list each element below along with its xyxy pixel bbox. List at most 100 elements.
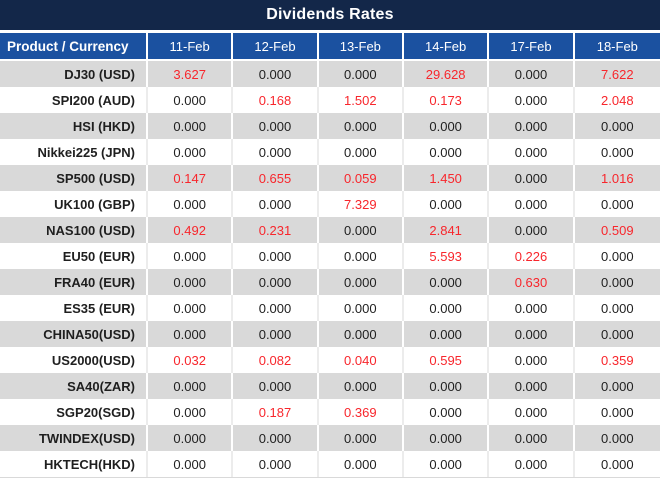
header-row: Product / Currency 11-Feb 12-Feb 13-Feb 14-… [0,33,660,61]
value-cell: 0.000 [489,191,575,217]
value-cell: 0.000 [318,269,404,295]
value-cell: 0.492 [148,217,234,243]
value-cell: 0.000 [318,61,404,87]
value-cell: 0.000 [318,243,404,269]
product-cell: CHINA50(USD) [0,321,148,347]
table-row: FRA40 (EUR) 0.000 0.000 0.000 0.000 0.630 0.00… [0,269,660,295]
product-cell: SP500 (USD) [0,165,148,191]
value-cell: 0.000 [233,269,319,295]
value-cell: 0.000 [489,399,575,425]
value-cell: 0.147 [148,165,234,191]
value-cell: 0.630 [489,269,575,295]
value-cell: 0.000 [403,269,490,295]
value-cell: 0.000 [489,321,575,347]
value-cell: 0.655 [233,165,319,191]
table-row: HKTECH(HKD) 0.000 0.000 0.000 0.000 0.000 0.00… [0,451,660,477]
product-cell: NAS100 (USD) [0,217,148,243]
date-header: 12-Feb [233,33,319,61]
value-cell: 0.000 [318,425,404,451]
value-cell: 0.000 [233,191,319,217]
value-cell: 0.000 [489,347,575,373]
value-cell: 0.000 [148,191,234,217]
value-cell: 0.173 [403,87,490,113]
value-cell: 0.000 [318,113,404,139]
value-cell: 0.032 [148,347,234,373]
value-cell: 0.000 [403,295,490,321]
value-cell: 0.000 [148,373,234,399]
table-row: NAS100 (USD) 0.492 0.231 0.000 2.841 0.000 0.5… [0,217,660,243]
date-header: 17-Feb [489,33,575,61]
value-cell: 0.000 [403,191,490,217]
value-cell: 0.000 [403,373,490,399]
product-cell: FRA40 (EUR) [0,269,148,295]
value-cell: 7.622 [574,61,660,87]
table-row: EU50 (EUR) 0.000 0.000 0.000 5.593 0.226 0.000 [0,243,660,269]
value-cell: 0.000 [574,269,660,295]
value-cell: 0.000 [403,425,490,451]
table-row: US2000(USD) 0.032 0.082 0.040 0.595 0.000 0.35… [0,347,660,373]
value-cell: 2.048 [574,87,660,113]
value-cell: 0.000 [574,295,660,321]
product-cell: TWINDEX(USD) [0,425,148,451]
value-cell: 0.000 [148,295,234,321]
product-cell: HKTECH(HKD) [0,451,148,477]
value-cell: 0.000 [574,399,660,425]
value-cell: 0.082 [233,347,319,373]
value-cell: 0.040 [318,347,404,373]
value-cell: 0.168 [233,87,319,113]
product-cell: US2000(USD) [0,347,148,373]
value-cell: 0.000 [233,295,319,321]
value-cell: 0.000 [148,243,234,269]
value-cell: 29.628 [403,61,490,87]
table-row: SA40(ZAR) 0.000 0.000 0.000 0.000 0.000 0.000 [0,373,660,399]
value-cell: 0.000 [574,113,660,139]
value-cell: 0.000 [148,321,234,347]
value-cell: 1.450 [403,165,490,191]
value-cell: 0.000 [233,243,319,269]
value-cell: 0.000 [318,451,404,477]
value-cell: 0.000 [574,191,660,217]
date-header: 13-Feb [318,33,404,61]
value-cell: 0.000 [318,139,404,165]
table-row: TWINDEX(USD) 0.000 0.000 0.000 0.000 0.000 0.0… [0,425,660,451]
product-cell: Nikkei225 (JPN) [0,139,148,165]
dividends-rates-table: Product / Currency 11-Feb 12-Feb 13-Feb 14-… [0,33,660,478]
value-cell: 1.502 [318,87,404,113]
value-cell: 0.000 [574,321,660,347]
value-cell: 0.000 [574,139,660,165]
value-cell: 2.841 [403,217,490,243]
value-cell: 0.000 [233,425,319,451]
value-cell: 0.595 [403,347,490,373]
value-cell: 0.000 [148,399,234,425]
value-cell: 1.016 [574,165,660,191]
value-cell: 0.000 [233,451,319,477]
value-cell: 0.000 [489,451,575,477]
table-row: CHINA50(USD) 0.000 0.000 0.000 0.000 0.000 0.0… [0,321,660,347]
value-cell: 0.000 [489,217,575,243]
value-cell: 0.000 [489,165,575,191]
value-cell: 0.000 [148,425,234,451]
value-cell: 0.187 [233,399,319,425]
value-cell: 0.000 [574,243,660,269]
value-cell: 0.000 [403,321,490,347]
value-cell: 0.000 [574,425,660,451]
table-row: Nikkei225 (JPN) 0.000 0.000 0.000 0.000 0.000… [0,139,660,165]
value-cell: 3.627 [148,61,234,87]
value-cell: 0.000 [489,87,575,113]
value-cell: 0.000 [489,61,575,87]
product-cell: DJ30 (USD) [0,61,148,87]
rates-table-body: DJ30 (USD) 3.627 0.000 0.000 29.628 0.000 7.62… [0,61,660,477]
product-cell: SGP20(SGD) [0,399,148,425]
table-row: DJ30 (USD) 3.627 0.000 0.000 29.628 0.000 7.62… [0,61,660,87]
value-cell: 0.000 [148,87,234,113]
value-cell: 0.226 [489,243,575,269]
value-cell: 0.000 [318,295,404,321]
value-cell: 0.000 [233,373,319,399]
value-cell: 5.593 [403,243,490,269]
value-cell: 0.000 [403,399,490,425]
value-cell: 0.000 [233,113,319,139]
product-currency-header: Product / Currency [0,33,148,61]
value-cell: 0.000 [403,113,490,139]
value-cell: 0.000 [574,373,660,399]
value-cell: 0.000 [318,321,404,347]
